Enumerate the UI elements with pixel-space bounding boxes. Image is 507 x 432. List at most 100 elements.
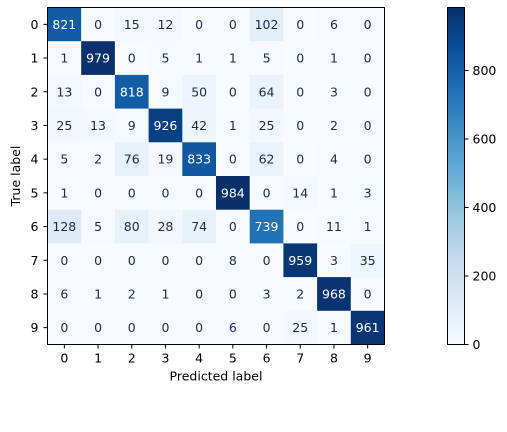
cell-value-label: 6 (229, 320, 237, 335)
colorbar-tick-label: 400 (473, 200, 497, 215)
heatmap-cell (283, 108, 318, 143)
heatmap-cell (350, 209, 385, 244)
heatmap-cell (114, 41, 149, 76)
heatmap-cell (114, 243, 149, 278)
colorbar-tick-label: 200 (473, 269, 497, 284)
heatmap-cell (114, 277, 149, 312)
cell-value-label: 0 (296, 219, 304, 234)
cell-value-label: 979 (86, 51, 110, 66)
cell-value-label: 3 (330, 253, 338, 268)
cell-value-label: 818 (120, 84, 144, 99)
cell-value-label: 0 (128, 185, 136, 200)
heatmap-cell (148, 7, 183, 42)
cell-value-label: 821 (52, 17, 76, 32)
cell-value-label: 28 (157, 219, 173, 234)
heatmap-cell (283, 277, 318, 312)
heatmap-cell (81, 176, 116, 211)
cell-value-label: 1 (330, 320, 338, 335)
heatmap-cell (182, 74, 217, 109)
heatmap-cell (283, 74, 318, 109)
y-tick-label: 2 (31, 84, 39, 99)
heatmap-cell (317, 277, 352, 312)
heatmap-cell (81, 243, 116, 278)
heatmap-cell (47, 142, 82, 177)
heatmap-cell (182, 108, 217, 143)
cell-value-label: 1 (60, 51, 68, 66)
cell-value-label: 0 (364, 84, 372, 99)
colorbar-tick-label: 0 (473, 337, 481, 352)
cell-value-label: 6 (330, 17, 338, 32)
x-tick-label: 9 (364, 351, 372, 366)
heatmap-cell (249, 41, 284, 76)
heatmap-cell (114, 310, 149, 345)
cell-value-label: 0 (128, 51, 136, 66)
heatmap-cell (249, 74, 284, 109)
heatmap-cell (317, 108, 352, 143)
cell-value-label: 0 (263, 320, 271, 335)
heatmap-cell (350, 74, 385, 109)
y-axis-label: True label (8, 146, 23, 208)
x-axis-label: Predicted label (170, 369, 263, 384)
heatmap-cell (81, 277, 116, 312)
heatmap-cell (317, 209, 352, 244)
cell-value-label: 9 (128, 118, 136, 133)
cell-value-label: 0 (195, 185, 203, 200)
cell-value-label: 13 (90, 118, 106, 133)
heatmap-cell (350, 176, 385, 211)
y-tick-label: 7 (31, 253, 39, 268)
heatmap-cell (249, 108, 284, 143)
heatmap-cell (182, 209, 217, 244)
cell-value-label: 0 (94, 320, 102, 335)
cell-value-label: 0 (94, 17, 102, 32)
cell-value-label: 1 (161, 286, 169, 301)
cell-value-label: 3 (263, 286, 271, 301)
heatmap-cell (350, 243, 385, 278)
cell-value-label: 0 (263, 253, 271, 268)
cell-value-label: 6 (60, 286, 68, 301)
cell-value-label: 0 (94, 84, 102, 99)
heatmap-cell (283, 176, 318, 211)
x-tick-label: 8 (330, 351, 338, 366)
cell-value-label: 1 (330, 51, 338, 66)
cell-value-label: 19 (157, 152, 173, 167)
cell-value-label: 5 (60, 152, 68, 167)
heatmap-cell (81, 310, 116, 345)
cell-value-label: 15 (124, 17, 140, 32)
heatmap-cell (47, 74, 82, 109)
cell-value-label: 0 (364, 152, 372, 167)
heatmap-cell (81, 41, 116, 76)
heatmap-cell (114, 108, 149, 143)
heatmap-cell (148, 310, 183, 345)
cell-value-label: 62 (259, 152, 275, 167)
cell-value-label: 0 (161, 320, 169, 335)
x-tick-label: 7 (296, 351, 304, 366)
heatmap-cell (47, 209, 82, 244)
cell-value-label: 0 (128, 253, 136, 268)
heatmap-cell (47, 310, 82, 345)
cell-value-label: 0 (296, 118, 304, 133)
cell-value-label: 2 (128, 286, 136, 301)
heatmap-cell (148, 243, 183, 278)
heatmap-cell (114, 142, 149, 177)
cell-value-label: 2 (330, 118, 338, 133)
heatmap-cell (216, 209, 251, 244)
heatmap-cell (114, 176, 149, 211)
cell-value-label: 0 (94, 253, 102, 268)
cell-value-label: 1 (94, 286, 102, 301)
cell-value-label: 1 (60, 185, 68, 200)
heatmap-cell (249, 209, 284, 244)
y-tick-label: 8 (31, 286, 39, 301)
cell-value-label: 2 (94, 152, 102, 167)
heatmap-cell (249, 310, 284, 345)
cell-value-label: 50 (191, 84, 207, 99)
heatmap-cell (283, 7, 318, 42)
x-tick-label: 2 (128, 351, 136, 366)
cell-value-label: 0 (263, 185, 271, 200)
cell-value-label: 926 (154, 118, 178, 133)
y-tick-label: 3 (31, 118, 39, 133)
y-axis-ticks: 0 1 2 3 4 5 6 7 8 9 (31, 17, 48, 335)
heatmap-cell (283, 209, 318, 244)
cell-value-label: 0 (296, 84, 304, 99)
heatmap-cell (81, 74, 116, 109)
